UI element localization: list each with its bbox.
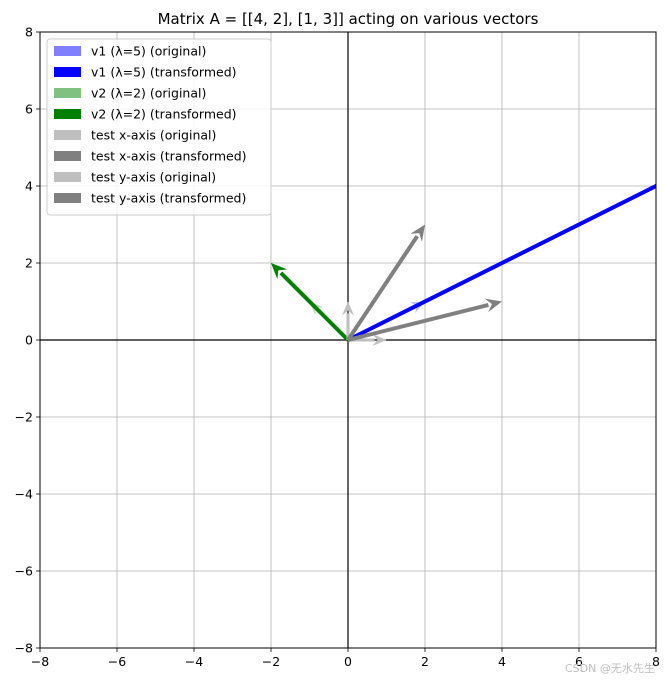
x-tick-label: −4 [185, 654, 203, 669]
legend-swatch [54, 130, 81, 140]
legend-swatch [54, 172, 81, 182]
x-tick-label: 6 [575, 654, 583, 669]
vector-head [484, 298, 502, 313]
legend-label: v2 (λ=2) (transformed) [91, 107, 237, 122]
legend-label: v1 (λ=5) (transformed) [91, 65, 237, 80]
legend-label: test x-axis (original) [91, 128, 216, 143]
legend-label: v1 (λ=5) (original) [91, 44, 206, 59]
legend: v1 (λ=5) (original) v1 (λ=5) (transformed… [46, 38, 272, 216]
vector-arrow-6 [342, 301, 354, 340]
vector-head [271, 263, 288, 280]
x-tick-label: 2 [421, 654, 429, 669]
legend-box [46, 38, 272, 216]
vector-head [372, 334, 387, 346]
legend-label: test y-axis (original) [91, 170, 216, 185]
legend-swatch [54, 151, 81, 161]
legend-swatch [54, 109, 81, 119]
y-tick-label: 2 [25, 256, 33, 271]
x-tick-label: −2 [262, 654, 280, 669]
vector-arrow-7 [346, 224, 425, 342]
legend-label: test x-axis (transformed) [91, 149, 247, 164]
watermark: CSDN @无水先生 [565, 661, 655, 675]
x-tick-label: −8 [31, 654, 49, 669]
tick-labels: −8 −6 −4 −2 0 2 4 6 8 −8 −6 −4 −2 0 2 4 6 8 [15, 25, 660, 670]
y-tick-label: 0 [25, 333, 33, 348]
x-tick-label: −6 [108, 654, 126, 669]
y-tick-label: −4 [15, 487, 33, 502]
y-tick-label: −6 [15, 564, 33, 579]
chart-title: Matrix A = [[4, 2], [1, 3]] acting on va… [158, 10, 539, 28]
legend-label: test y-axis (transformed) [91, 191, 246, 206]
vector-shaft [347, 302, 489, 342]
vector-shaft [347, 183, 656, 342]
x-tick-label: 0 [344, 654, 352, 669]
vector-head [410, 224, 425, 242]
y-tick-label: −8 [15, 641, 33, 656]
x-tick-label: 4 [498, 654, 506, 669]
vector-shaft [279, 271, 350, 342]
legend-swatch [54, 193, 81, 203]
x-tick-label: 8 [652, 654, 660, 669]
vector-shaft [346, 235, 419, 342]
legend-swatch [54, 88, 81, 98]
vector-arrow-3 [271, 263, 350, 342]
y-tick-label: −2 [15, 410, 33, 425]
vector-arrows [271, 183, 656, 346]
y-tick-label: 4 [25, 179, 33, 194]
vector-arrow-1 [347, 183, 656, 342]
vector-head [342, 301, 354, 316]
vector-arrow-5 [347, 298, 502, 342]
y-tick-label: 8 [25, 25, 33, 40]
legend-label: v2 (λ=2) (original) [91, 86, 206, 101]
legend-swatch [54, 67, 81, 77]
y-tick-label: 6 [25, 102, 33, 117]
legend-swatch [54, 46, 81, 56]
